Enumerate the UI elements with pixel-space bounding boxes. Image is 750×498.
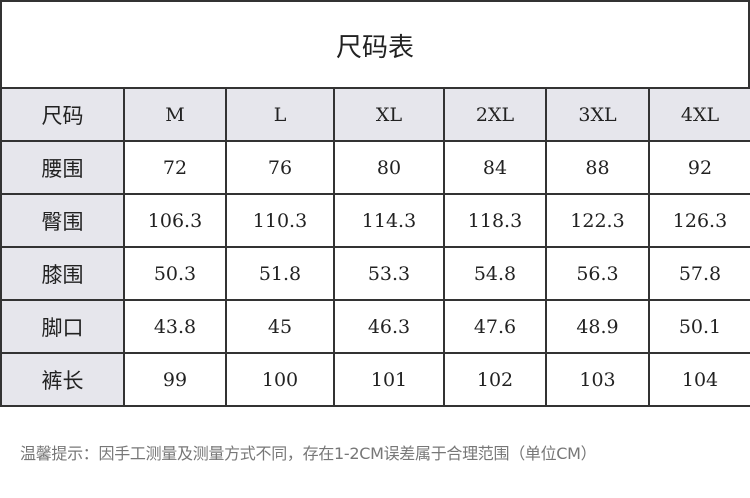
header-label-cell: 尺码 xyxy=(0,87,125,142)
measurement-cell: 122.3 xyxy=(545,193,650,248)
measurement-cell: 92 xyxy=(648,140,750,195)
measurement-cell: 57.8 xyxy=(648,246,750,301)
measurement-cell: 84 xyxy=(443,140,547,195)
size-header-cell: 3XL xyxy=(545,87,650,142)
measurement-cell: 99 xyxy=(123,352,227,407)
size-header-cell: 4XL xyxy=(648,87,750,142)
measurement-note: 温馨提示：因手工测量及测量方式不同，存在1-2CM误差属于合理范围（单位CM） xyxy=(20,444,597,463)
measurement-cell: 45 xyxy=(225,299,335,354)
measurement-cell: 104 xyxy=(648,352,750,407)
measurement-cell: 110.3 xyxy=(225,193,335,248)
measurement-cell: 80 xyxy=(333,140,445,195)
measurement-cell: 103 xyxy=(545,352,650,407)
size-header-cell: 2XL xyxy=(443,87,547,142)
measurement-cell: 101 xyxy=(333,352,445,407)
measurement-cell: 100 xyxy=(225,352,335,407)
header-row: 尺码 M L XL 2XL 3XL 4XL xyxy=(0,87,750,142)
measurement-cell: 51.8 xyxy=(225,246,335,301)
measurement-cell: 56.3 xyxy=(545,246,650,301)
size-header-cell: M xyxy=(123,87,227,142)
measurement-cell: 50.3 xyxy=(123,246,227,301)
table-row: 腰围 72 76 80 84 88 92 xyxy=(0,140,750,195)
row-label-cell: 裤长 xyxy=(0,352,125,407)
row-label-cell: 脚口 xyxy=(0,299,125,354)
measurement-cell: 46.3 xyxy=(333,299,445,354)
measurement-cell: 72 xyxy=(123,140,227,195)
size-header-cell: XL xyxy=(333,87,445,142)
measurement-cell: 114.3 xyxy=(333,193,445,248)
measurement-cell: 126.3 xyxy=(648,193,750,248)
measurement-cell: 43.8 xyxy=(123,299,227,354)
measurement-cell: 48.9 xyxy=(545,299,650,354)
measurement-cell: 106.3 xyxy=(123,193,227,248)
measurement-cell: 102 xyxy=(443,352,547,407)
row-label-cell: 臀围 xyxy=(0,193,125,248)
measurement-cell: 54.8 xyxy=(443,246,547,301)
measurement-cell: 118.3 xyxy=(443,193,547,248)
table-row: 脚口 43.8 45 46.3 47.6 48.9 50.1 xyxy=(0,299,750,354)
row-label-cell: 膝围 xyxy=(0,246,125,301)
measurement-cell: 88 xyxy=(545,140,650,195)
size-header-cell: L xyxy=(225,87,335,142)
measurement-cell: 76 xyxy=(225,140,335,195)
table-row: 臀围 106.3 110.3 114.3 118.3 122.3 126.3 xyxy=(0,193,750,248)
measurement-cell: 53.3 xyxy=(333,246,445,301)
measurement-cell: 50.1 xyxy=(648,299,750,354)
measurement-cell: 47.6 xyxy=(443,299,547,354)
table-row: 膝围 50.3 51.8 53.3 54.8 56.3 57.8 xyxy=(0,246,750,301)
chart-title: 尺码表 xyxy=(0,0,750,88)
table-row: 裤长 99 100 101 102 103 104 xyxy=(0,352,750,407)
size-table: 尺码 M L XL 2XL 3XL 4XL 腰围 72 76 80 84 88 92 臀围 106.3 110.… xyxy=(0,87,750,407)
row-label-cell: 腰围 xyxy=(0,140,125,195)
